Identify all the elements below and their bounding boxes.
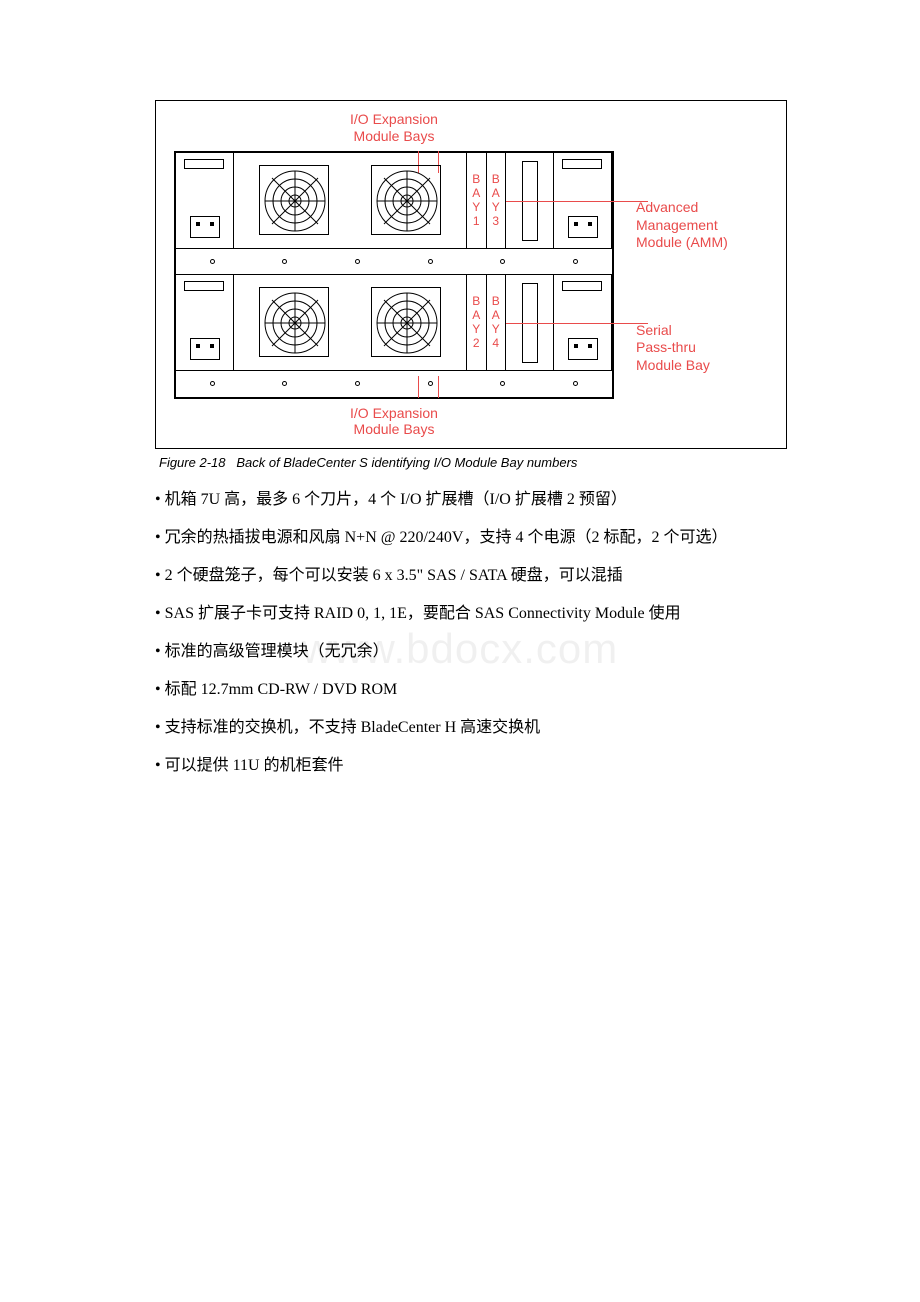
bay-4-label: BAY4 [487,275,506,370]
chassis-row-1: BAY1 BAY3 [176,153,612,249]
chassis-mid-gap [176,249,612,275]
bay-labels-row2: BAY2 BAY4 [466,275,506,370]
side-labels: Advanced Management Module (AMM) Serial … [624,109,778,374]
fans-top [234,153,466,248]
fan-icon [259,287,329,357]
amm-label: Advanced Management Module (AMM) [636,199,778,252]
figure-container: I/O Expansion Module Bays [155,100,787,449]
top-callout-line2: Module Bays [354,128,435,144]
fan-icon [259,165,329,235]
serial-label-l3: Module Bay [636,357,710,373]
bullet-item: 冗余的热插拔电源和风扇 N+N @ 220/240V，支持 4 个电源（2 标配… [155,526,765,550]
bullet-item: 标配 12.7mm CD-RW / DVD ROM [155,678,765,702]
caption-text: Back of BladeCenter S identifying I/O Mo… [236,455,577,470]
top-callout-line1: I/O Expansion [350,111,438,127]
bottom-callout-line1: I/O Expansion [350,405,438,421]
serial-label-l1: Serial [636,322,672,338]
bay-1-label: BAY1 [467,153,487,248]
amm-label-l3: Module (AMM) [636,234,728,250]
bullet-item: 2 个硬盘笼子，每个可以安装 6 x 3.5" SAS / SATA 硬盘，可以… [155,564,765,588]
callout-arrow-bottom-2 [438,376,439,398]
bottom-callout: I/O Expansion Module Bays [164,405,624,439]
chassis-bottom-gap [176,371,612,397]
bay-labels-row1: BAY1 BAY3 [466,153,506,248]
figure-caption: Figure 2-18 Back of BladeCenter S identi… [159,455,765,470]
bottom-callout-line2: Module Bays [354,421,435,437]
diagram-area: I/O Expansion Module Bays [164,109,624,440]
bullet-item: 支持标准的交换机，不支持 BladeCenter H 高速交换机 [155,716,765,740]
psu-bottom-left [176,275,234,370]
callout-line-serial [506,323,648,324]
psu-top-left [176,153,234,248]
serial-label-l2: Pass-thru [636,339,696,355]
bullet-item: 标准的高级管理模块（无冗余） [155,640,765,664]
chassis-diagram: BAY1 BAY3 [174,151,614,399]
caption-prefix: Figure 2-18 [159,455,225,470]
fan-icon [371,287,441,357]
bullet-item: 可以提供 11U 的机柜套件 [155,754,765,778]
chassis-row-2: BAY2 BAY4 [176,275,612,371]
callout-arrow-bottom-1 [418,376,419,398]
bay-3-label: BAY3 [487,153,506,248]
bullet-item: 机箱 7U 高，最多 6 个刀片，4 个 I/O 扩展槽（I/O 扩展槽 2 预… [155,488,765,512]
fans-bottom [234,275,466,370]
bullet-item: SAS 扩展子卡可支持 RAID 0, 1, 1E，要配合 SAS Connec… [155,602,765,626]
top-callout: I/O Expansion Module Bays [164,111,624,145]
figure-inner: I/O Expansion Module Bays [156,101,786,448]
bullet-list: 机箱 7U 高，最多 6 个刀片，4 个 I/O 扩展槽（I/O 扩展槽 2 预… [155,488,765,778]
serial-label: Serial Pass-thru Module Bay [636,322,778,375]
callout-line-amm [506,201,648,202]
amm-label-l2: Management [636,217,718,233]
fan-icon [371,165,441,235]
bay-2-label: BAY2 [467,275,487,370]
